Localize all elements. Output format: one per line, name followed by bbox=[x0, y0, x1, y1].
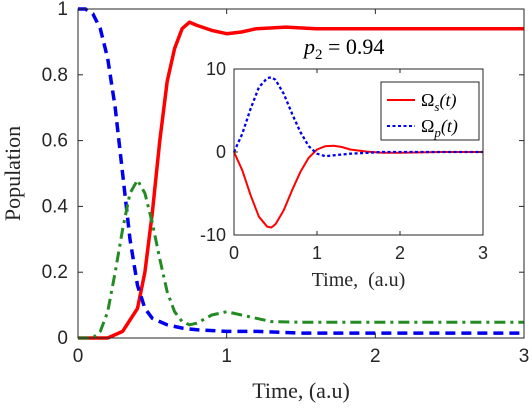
inset-y-tick-label: 0 bbox=[216, 142, 226, 162]
main-series-1-line bbox=[78, 7, 524, 335]
main-axis-ticks: 0 1 2 3 0 0.2 0.4 0.6 0.8 1 bbox=[42, 0, 530, 367]
inset-y-tick-label: 10 bbox=[206, 59, 226, 79]
inset-curves bbox=[232, 76, 483, 229]
annotation-symbol: p bbox=[302, 34, 315, 59]
legend-box bbox=[380, 81, 480, 141]
main-plot-frame bbox=[77, 8, 525, 339]
main-y-tick-label: 0.6 bbox=[42, 131, 68, 152]
main-x-tick-label: 2 bbox=[370, 346, 381, 367]
main-y-tick-label: 1 bbox=[57, 0, 68, 20]
main-y-tick-label: 0.8 bbox=[42, 65, 68, 86]
legend-label-1: Ωp(t) bbox=[421, 116, 458, 140]
inset-x-tick-label: 3 bbox=[478, 243, 488, 263]
main-x-tick-label: 0 bbox=[73, 346, 84, 367]
main-y-axis-label: Population bbox=[0, 126, 25, 221]
main-y-tick-label: 0 bbox=[57, 328, 68, 349]
legend-label-0: Ωs(t) bbox=[421, 90, 456, 114]
main-x-tick-label: 1 bbox=[221, 346, 232, 367]
inset-series-1-line bbox=[232, 76, 483, 158]
main-y-tick-label: 0.4 bbox=[42, 196, 69, 217]
inset-x-tick-label: 1 bbox=[312, 243, 322, 263]
main-x-tick-label: 3 bbox=[519, 346, 530, 367]
main-plot: 0 1 2 3 0 0.2 0.4 0.6 0.8 1 Time, (a.u) Populatio… bbox=[0, 0, 529, 403]
main-series-2-line bbox=[78, 178, 524, 340]
inset-x-tick-label: 0 bbox=[229, 243, 239, 263]
annotation-value: = 0.94 bbox=[323, 34, 385, 59]
main-curves bbox=[78, 7, 524, 340]
inset-y-tick-label: -10 bbox=[200, 225, 226, 245]
population-annotation: p2 = 0.94 bbox=[302, 34, 384, 63]
inset-legend: Ωs(t)Ωp(t) bbox=[380, 81, 480, 141]
inset-x-tick-label: 2 bbox=[395, 243, 405, 263]
main-series-0-line bbox=[78, 20, 524, 340]
main-x-axis-label: Time, (a.u) bbox=[252, 378, 350, 403]
inset-x-axis-label: Time, (a.u) bbox=[312, 269, 406, 291]
annotation-subscript: 2 bbox=[315, 47, 323, 63]
main-y-tick-label: 0.2 bbox=[42, 262, 68, 283]
